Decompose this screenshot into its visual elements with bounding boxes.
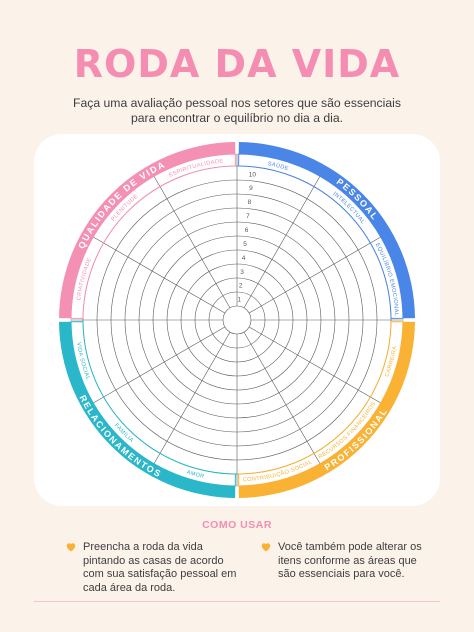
scale-value: 4 — [242, 255, 246, 262]
group-label-frame — [70, 321, 236, 487]
wheel-spoke — [153, 176, 231, 309]
tip-item: Você também pode alterar os itens confor… — [261, 541, 428, 582]
tip-text: Preencha a roda da vida pintando as casa… — [83, 541, 237, 594]
page-title: RODA DA VIDA — [73, 42, 401, 86]
area-label: SAÚDE — [267, 161, 289, 172]
wheel-spoke — [153, 331, 231, 464]
wheel-scale: 1 2 3 4 5 6 7 8 9 10 — [237, 171, 256, 303]
scale-value: 9 — [249, 185, 253, 192]
wheel-spoke — [248, 326, 381, 404]
group-label-frame — [238, 321, 404, 487]
tip-item: Preencha a roda da vida pintando as casa… — [66, 541, 243, 595]
how-to-title: COMO USAR — [202, 519, 272, 531]
group-band — [238, 321, 415, 498]
wheel-spoke — [248, 236, 381, 314]
page-subtitle: Faça uma avaliação pessoal nos setores q… — [73, 96, 401, 125]
group-band — [59, 321, 236, 498]
footer-divider — [34, 601, 440, 602]
heart-icon — [261, 543, 271, 552]
scale-value: 2 — [239, 283, 243, 290]
wheel-spoke — [93, 236, 226, 314]
tip-text: Você também pode alterar os itens confor… — [278, 541, 422, 580]
scale-value: 8 — [248, 199, 252, 206]
wheel-spoke — [243, 331, 321, 464]
wheel-spoke — [93, 326, 226, 404]
group-label-frame — [238, 153, 404, 319]
scale-value: 3 — [240, 269, 244, 276]
scale-value: 1 — [237, 297, 241, 304]
wheel-group-bands — [59, 142, 415, 498]
area-label: AMOR — [186, 470, 205, 481]
grid-ring — [222, 305, 252, 335]
group-label: PROFISSIONAL — [323, 406, 390, 473]
group-label: QUALIDADE DE VIDA — [76, 159, 167, 250]
wheel-spokes — [71, 154, 403, 486]
group-label: RELACIONAMENTOS — [78, 393, 164, 479]
group-band — [238, 142, 415, 319]
scale-value: 7 — [246, 213, 250, 220]
wheel-spoke — [243, 176, 321, 309]
heart-icon — [66, 543, 76, 552]
scale-value: 10 — [249, 171, 257, 178]
group-label-frame — [70, 153, 236, 319]
group-band — [59, 142, 236, 319]
scale-value: 5 — [243, 241, 247, 248]
scale-value: 6 — [245, 227, 249, 234]
